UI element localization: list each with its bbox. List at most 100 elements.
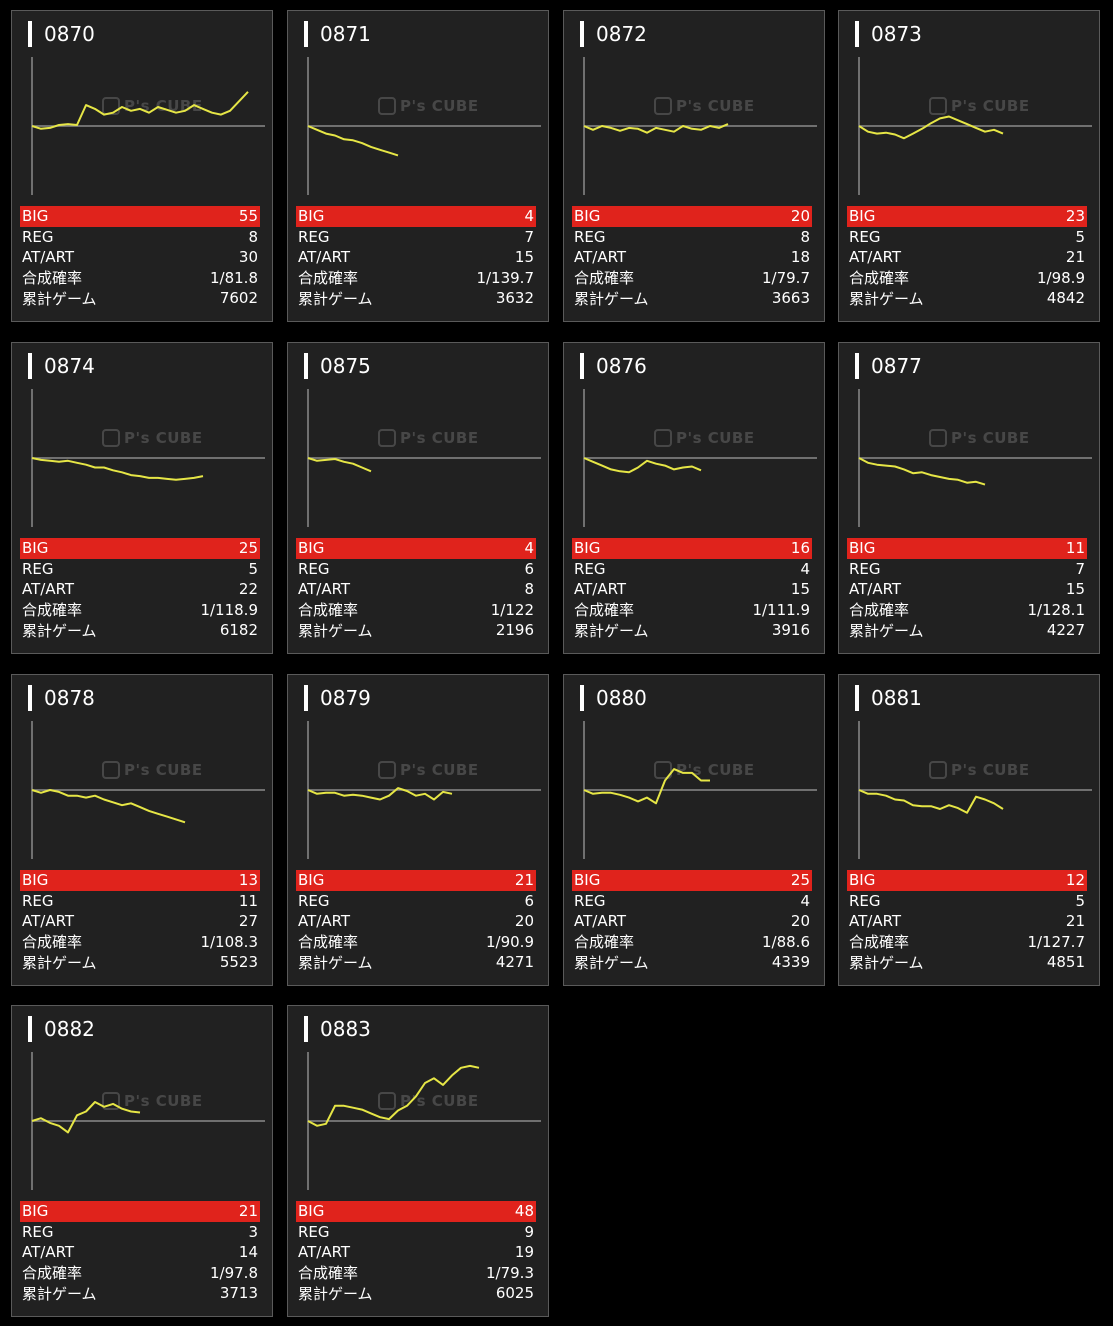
stats-table: BIG 20 REG 8 AT/ART 18 合成確率 1/79.7 累計ゲーム 3663 — [572, 206, 812, 309]
stat-label: REG — [298, 227, 330, 246]
stat-value: 30 — [238, 248, 258, 267]
at-art-row: AT/ART 27 — [20, 911, 260, 932]
cube-logo-icon — [378, 761, 396, 779]
machine-card-0871[interactable]: 0871 P's CUBE BIG 4 REG 7 AT/ART 15 合成確率 1/139.7 累… — [287, 10, 549, 322]
reg-row: REG 8 — [572, 227, 812, 248]
reg-row: REG 4 — [572, 891, 812, 912]
watermark-text: P's CUBE — [400, 429, 479, 447]
big-row: BIG 23 — [847, 206, 1087, 227]
stat-value: 1/127.7 — [1027, 932, 1085, 951]
machine-number: 0880 — [580, 685, 647, 711]
machine-number: 0874 — [28, 353, 95, 379]
stat-value: 3 — [248, 1222, 258, 1241]
stat-label: BIG — [298, 207, 325, 226]
cube-logo-icon — [378, 429, 396, 447]
stat-label: REG — [298, 1222, 330, 1241]
stat-label: 累計ゲーム — [849, 289, 924, 308]
machine-card-0870[interactable]: 0870 P's CUBE BIG 55 REG 8 AT/ART 30 合成確率 1/81.8 累… — [11, 10, 273, 322]
watermark-text: P's CUBE — [400, 1092, 479, 1110]
stat-label: 合成確率 — [22, 269, 83, 288]
stat-label: AT/ART — [22, 248, 75, 267]
trend-line — [307, 125, 399, 157]
machine-card-0883[interactable]: 0883 P's CUBE BIG 48 REG 9 AT/ART 19 合成確率 1/79.3 累… — [287, 1005, 549, 1317]
stat-label: AT/ART — [22, 1243, 75, 1262]
stat-value: 4 — [524, 539, 534, 558]
stat-value: 8 — [248, 227, 258, 246]
stat-value: 22 — [238, 580, 258, 599]
watermark-text: P's CUBE — [400, 761, 479, 779]
stat-label: 合成確率 — [298, 933, 359, 952]
watermark-text: P's CUBE — [676, 97, 755, 115]
trend-line — [31, 91, 249, 130]
at-art-row: AT/ART 15 — [296, 247, 536, 268]
at-art-row: AT/ART 21 — [847, 247, 1087, 268]
stat-value: 1/98.9 — [1037, 268, 1085, 287]
machine-number: 0882 — [28, 1016, 95, 1042]
stat-label: 合成確率 — [574, 269, 635, 288]
stat-label: 累計ゲーム — [22, 1284, 97, 1303]
stat-label: 累計ゲーム — [574, 953, 649, 972]
stat-value: 1/139.7 — [476, 268, 534, 287]
stat-label: REG — [22, 559, 54, 578]
machine-card-0873[interactable]: 0873 P's CUBE BIG 23 REG 5 AT/ART 21 合成確率 1/98.9 累… — [838, 10, 1100, 322]
stat-value: 23 — [1065, 207, 1085, 226]
stat-value: 27 — [238, 912, 258, 931]
stat-value: 6182 — [219, 621, 258, 640]
machine-card-0874[interactable]: 0874 P's CUBE BIG 25 REG 5 AT/ART 22 合成確率 1/118.9… — [11, 342, 273, 654]
stat-value: 15 — [790, 580, 810, 599]
stat-value: 3663 — [771, 289, 810, 308]
trend-chart — [858, 57, 1092, 195]
stat-value: 1/97.8 — [210, 1263, 258, 1282]
stat-value: 4 — [800, 891, 810, 910]
machine-card-0872[interactable]: 0872 P's CUBE BIG 20 REG 8 AT/ART 18 合成確率 1/79.7 累… — [563, 10, 825, 322]
watermark: P's CUBE — [654, 427, 754, 457]
watermark-text: P's CUBE — [124, 429, 203, 447]
reg-row: REG 9 — [296, 1222, 536, 1243]
trend-chart — [307, 57, 541, 195]
machine-card-0880[interactable]: 0880 P's CUBE BIG 25 REG 4 AT/ART 20 合成確率 1/88.6 累… — [563, 674, 825, 986]
watermark-text: P's CUBE — [676, 429, 755, 447]
trend-line — [31, 789, 186, 824]
stats-table: BIG 4 REG 7 AT/ART 15 合成確率 1/139.7 累計ゲーム 3632 — [296, 206, 536, 309]
reg-row: REG 3 — [20, 1222, 260, 1243]
probability-row: 合成確率 1/98.9 — [847, 268, 1087, 289]
machine-card-0878[interactable]: 0878 P's CUBE BIG 13 REG 11 AT/ART 27 合成確率 1/108.… — [11, 674, 273, 986]
stat-label: 累計ゲーム — [849, 621, 924, 640]
probability-row: 合成確率 1/97.8 — [20, 1263, 260, 1284]
stat-label: BIG — [849, 871, 876, 890]
stat-value: 19 — [514, 1243, 534, 1262]
watermark: P's CUBE — [654, 759, 754, 789]
trend-chart — [583, 389, 817, 527]
stat-value: 4851 — [1046, 953, 1085, 972]
stat-value: 16 — [790, 539, 810, 558]
machine-card-0876[interactable]: 0876 P's CUBE BIG 16 REG 4 AT/ART 15 合成確率 1/111.9… — [563, 342, 825, 654]
machine-card-0879[interactable]: 0879 P's CUBE BIG 21 REG 6 AT/ART 20 合成確率 1/90.9 累… — [287, 674, 549, 986]
stat-value: 21 — [1065, 248, 1085, 267]
big-row: BIG 48 — [296, 1201, 536, 1222]
machine-card-0882[interactable]: 0882 P's CUBE BIG 21 REG 3 AT/ART 14 合成確率 1/97.8 累… — [11, 1005, 273, 1317]
total-games-row: 累計ゲーム 4271 — [296, 952, 536, 973]
stat-label: AT/ART — [574, 912, 627, 931]
machine-card-0875[interactable]: 0875 P's CUBE BIG 4 REG 6 AT/ART 8 合成確率 1/122 累計ゲー… — [287, 342, 549, 654]
stat-value: 1/118.9 — [200, 600, 258, 619]
stat-value: 11 — [1065, 539, 1085, 558]
probability-row: 合成確率 1/79.7 — [572, 268, 812, 289]
stat-label: 累計ゲーム — [298, 621, 373, 640]
stat-value: 1/79.7 — [762, 268, 810, 287]
stat-value: 18 — [790, 248, 810, 267]
stat-label: 合成確率 — [849, 933, 910, 952]
machine-card-0881[interactable]: 0881 P's CUBE BIG 12 REG 5 AT/ART 21 合成確率 1/127.7… — [838, 674, 1100, 986]
trend-line — [307, 457, 372, 473]
stat-value: 3632 — [495, 289, 534, 308]
trend-chart — [583, 721, 817, 859]
stats-table: BIG 4 REG 6 AT/ART 8 合成確率 1/122 累計ゲーム 2196 — [296, 538, 536, 641]
machine-card-0877[interactable]: 0877 P's CUBE BIG 11 REG 7 AT/ART 15 合成確率 1/128.1… — [838, 342, 1100, 654]
stat-label: BIG — [298, 871, 325, 890]
reg-row: REG 11 — [20, 891, 260, 912]
big-row: BIG 55 — [20, 206, 260, 227]
stats-table: BIG 23 REG 5 AT/ART 21 合成確率 1/98.9 累計ゲーム 4842 — [847, 206, 1087, 309]
reg-row: REG 8 — [20, 227, 260, 248]
stat-label: BIG — [849, 207, 876, 226]
total-games-row: 累計ゲーム 2196 — [296, 620, 536, 641]
